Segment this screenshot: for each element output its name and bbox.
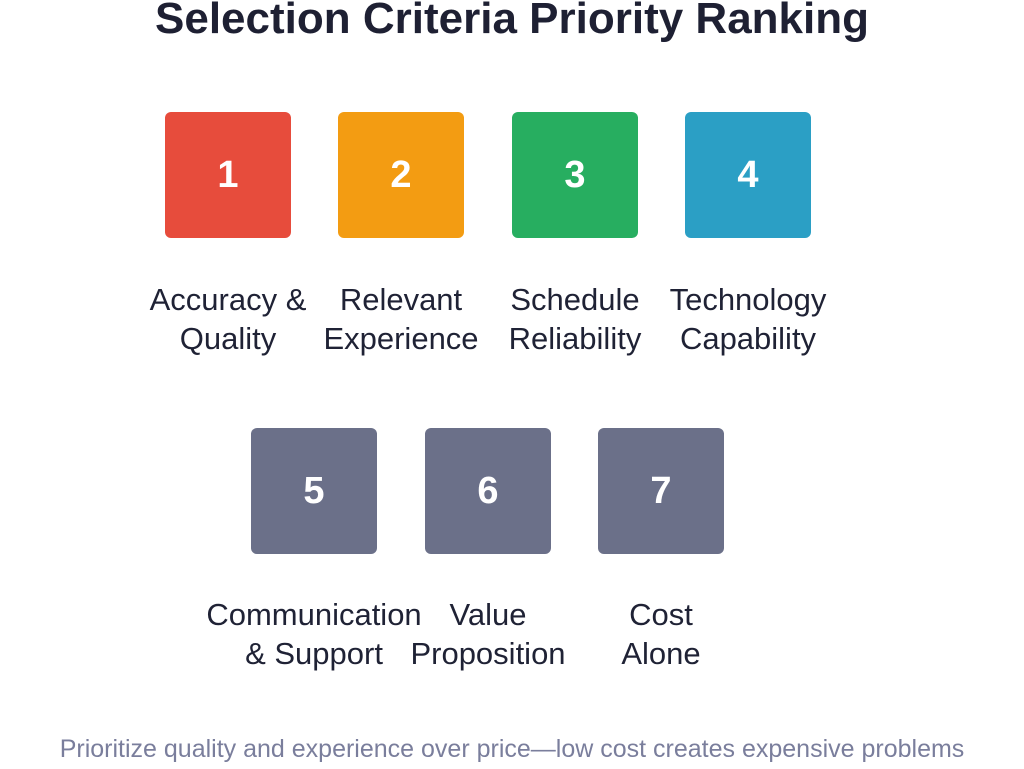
criterion-label-7: Cost Alone [551, 595, 771, 673]
rank-number: 4 [737, 153, 759, 196]
rank-number: 6 [477, 469, 499, 512]
criterion-label-1: Accuracy & Quality [118, 280, 338, 358]
criterion-label-3: Schedule Reliability [465, 280, 685, 358]
rank-box-5: 5 [251, 428, 377, 554]
criterion-label-line: Schedule [510, 282, 640, 317]
criterion-label-5: Communication & Support [204, 595, 424, 673]
criterion-label-line: Quality [179, 321, 277, 356]
rank-number: 1 [217, 153, 239, 196]
criterion-label-6: Value Proposition [378, 595, 598, 673]
criterion-label-line: Cost [629, 597, 693, 632]
criterion-label-line: Relevant [339, 282, 463, 317]
criterion-label-line: Value [449, 597, 527, 632]
rank-box-1: 1 [165, 112, 291, 238]
footer-note: Prioritize quality and experience over p… [59, 735, 965, 763]
criterion-label-line: Reliability [508, 321, 642, 356]
rank-box-3: 3 [512, 112, 638, 238]
rank-box-4: 4 [685, 112, 811, 238]
page-title: Selection Criteria Priority Ranking [155, 0, 869, 43]
criterion-label-4: Technology Capability [638, 280, 858, 358]
criterion-label-line: Experience [323, 321, 479, 356]
criterion-label-line: Technology [669, 282, 827, 317]
rank-number: 3 [564, 153, 586, 196]
criterion-label-line: Communication [206, 597, 422, 632]
criterion-label-line: Accuracy & [149, 282, 307, 317]
criterion-label-line: Capability [679, 321, 817, 356]
rank-box-7: 7 [598, 428, 724, 554]
rank-box-2: 2 [338, 112, 464, 238]
rank-number: 7 [650, 469, 672, 512]
rank-number: 2 [390, 153, 412, 196]
criterion-label-line: Alone [621, 636, 701, 671]
rank-box-6: 6 [425, 428, 551, 554]
rank-number: 5 [303, 469, 325, 512]
criterion-label-line: Proposition [410, 636, 566, 671]
criterion-label-2: Relevant Experience [291, 280, 511, 358]
criterion-label-line: & Support [245, 636, 383, 671]
